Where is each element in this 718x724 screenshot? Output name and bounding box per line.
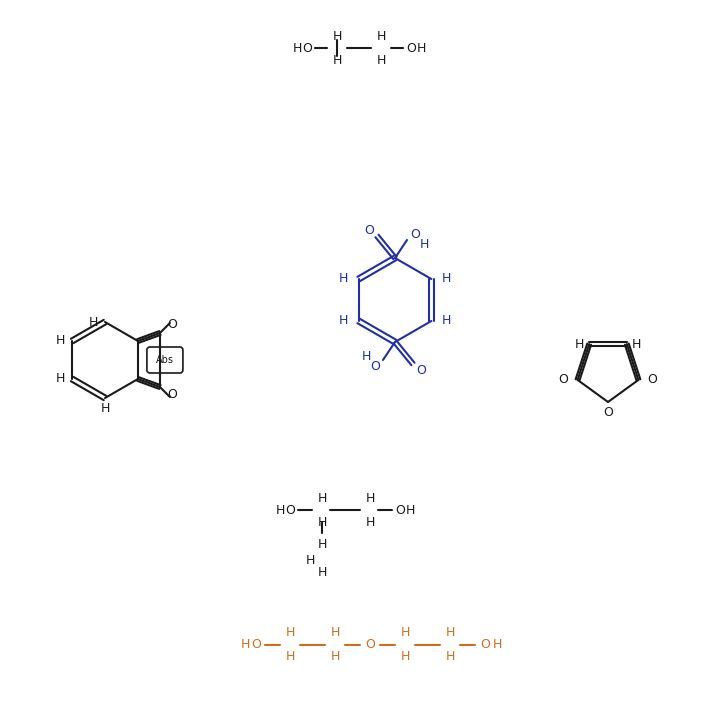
Text: H: H bbox=[376, 30, 386, 43]
Text: H: H bbox=[101, 402, 110, 415]
Text: H: H bbox=[88, 316, 98, 329]
Text: O: O bbox=[364, 224, 374, 237]
Text: H: H bbox=[55, 373, 65, 385]
Text: H: H bbox=[332, 30, 342, 43]
Text: H: H bbox=[416, 41, 426, 54]
Text: H: H bbox=[445, 650, 454, 663]
Text: H: H bbox=[361, 350, 370, 363]
Text: H: H bbox=[401, 650, 410, 663]
Text: H: H bbox=[401, 626, 410, 639]
Text: O: O bbox=[406, 41, 416, 54]
Text: O: O bbox=[302, 41, 312, 54]
Text: O: O bbox=[370, 360, 380, 373]
Text: H: H bbox=[376, 54, 386, 67]
Text: H: H bbox=[339, 272, 348, 285]
Text: H: H bbox=[275, 503, 285, 516]
Text: H: H bbox=[419, 237, 429, 251]
Text: H: H bbox=[442, 314, 451, 327]
Text: O: O bbox=[365, 639, 375, 652]
Text: O: O bbox=[480, 639, 490, 652]
Text: O: O bbox=[416, 363, 426, 376]
Text: H: H bbox=[365, 492, 375, 505]
Text: H: H bbox=[493, 639, 502, 652]
Text: H: H bbox=[317, 565, 327, 578]
Text: H: H bbox=[292, 41, 302, 54]
Text: H: H bbox=[285, 626, 294, 639]
Text: H: H bbox=[574, 337, 584, 350]
Text: O: O bbox=[251, 639, 261, 652]
Text: O: O bbox=[167, 389, 177, 402]
Text: O: O bbox=[603, 405, 613, 418]
Text: H: H bbox=[55, 334, 65, 348]
Text: O: O bbox=[167, 319, 177, 332]
Text: H: H bbox=[632, 337, 641, 350]
Text: H: H bbox=[332, 54, 342, 67]
Text: H: H bbox=[330, 650, 340, 663]
Text: O: O bbox=[648, 374, 658, 387]
Text: H: H bbox=[305, 554, 314, 566]
Text: H: H bbox=[285, 650, 294, 663]
Text: H: H bbox=[445, 626, 454, 639]
Text: H: H bbox=[442, 272, 451, 285]
Text: H: H bbox=[330, 626, 340, 639]
Text: H: H bbox=[317, 539, 327, 552]
Text: O: O bbox=[410, 227, 420, 240]
Text: Abs: Abs bbox=[156, 355, 174, 365]
Text: H: H bbox=[317, 492, 327, 505]
Text: H: H bbox=[241, 639, 250, 652]
Text: O: O bbox=[395, 503, 405, 516]
Text: H: H bbox=[365, 515, 375, 529]
Text: H: H bbox=[406, 503, 415, 516]
Text: O: O bbox=[559, 374, 569, 387]
Text: O: O bbox=[285, 503, 295, 516]
Text: H: H bbox=[339, 314, 348, 327]
FancyBboxPatch shape bbox=[147, 347, 183, 373]
Text: H: H bbox=[317, 515, 327, 529]
